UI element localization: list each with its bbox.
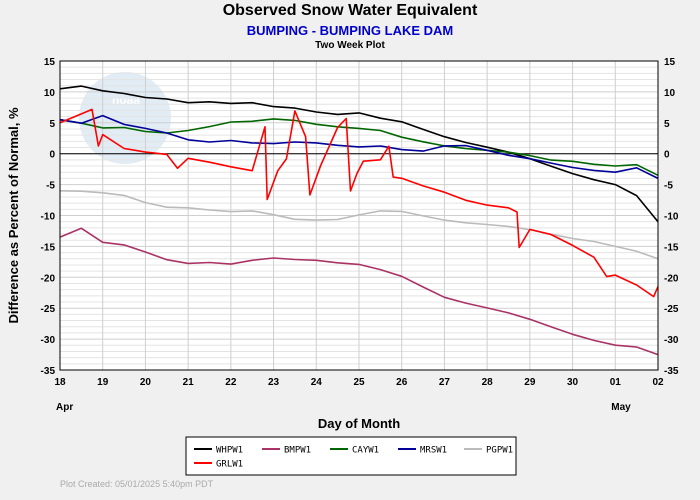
x-month-label: May	[611, 402, 631, 413]
y-tick-label-right: 0	[664, 150, 670, 161]
y-tick-label-left: -25	[41, 304, 56, 315]
y-tick-label-right: 10	[664, 88, 676, 99]
y-tick-label-left: 5	[49, 119, 55, 130]
legend-label-cayw1: CAYW1	[352, 446, 379, 456]
chart-subtitle: BUMPING - BUMPING LAKE DAM	[246, 23, 454, 38]
y-tick-label-left: 15	[44, 57, 56, 68]
y-tick-label-right: -30	[664, 335, 679, 346]
series-line-mrsw1	[59, 114, 659, 180]
series-line-pgpw1	[59, 190, 659, 260]
x-tick-label: 01	[610, 377, 622, 388]
x-tick-label: 22	[225, 377, 237, 388]
y-tick-label-left: -30	[41, 335, 56, 346]
plot-period-label: Two Week Plot	[315, 40, 385, 51]
x-tick-label: 19	[97, 377, 109, 388]
x-tick-label: 27	[439, 377, 451, 388]
y-tick-label-right: 5	[664, 119, 670, 130]
legend-label-whpw1: WHPW1	[216, 446, 243, 456]
y-tick-label-left: -35	[41, 366, 56, 377]
x-tick-label: 20	[140, 377, 152, 388]
x-tick-label: 26	[396, 377, 408, 388]
x-tick-label: 23	[268, 377, 280, 388]
x-tick-label: 02	[652, 377, 664, 388]
series-line-grlw1	[59, 108, 659, 298]
y-tick-label-right: -20	[664, 273, 679, 284]
x-tick-label: 21	[183, 377, 195, 388]
series-line-cayw1	[59, 118, 659, 177]
legend-label-grlw1: GRLW1	[216, 460, 243, 470]
x-tick-label: 30	[567, 377, 579, 388]
x-tick-label: 25	[353, 377, 365, 388]
chart-canvas: noaa 15 15 10 10 5 5 0 0 -5 -5 -10 -10 -15 -15 -20 -20 -2…	[6, 57, 679, 476]
x-tick-label: 24	[311, 377, 323, 388]
x-tick-label: 29	[524, 377, 536, 388]
legend-label-bmpw1: BMPW1	[284, 446, 311, 456]
y-tick-label-right: -10	[664, 212, 679, 223]
y-tick-label-left: 10	[44, 88, 56, 99]
y-tick-label-left: -10	[41, 212, 56, 223]
plot-created-footer: Plot Created: 05/01/2025 5:40pm PDT	[60, 479, 214, 489]
y-tick-label-right: 15	[664, 57, 676, 68]
x-axis-title: Day of Month	[318, 416, 400, 431]
y-tick-label-left: -20	[41, 273, 56, 284]
y-axis-title: Difference as Percent of Normal, %	[6, 107, 21, 323]
series-line-whpw1	[59, 85, 659, 223]
x-month-label: Apr	[56, 402, 73, 413]
chart-title: Observed Snow Water Equivalent	[222, 2, 478, 19]
x-tick-label: 18	[54, 377, 66, 388]
y-tick-label-right: -35	[664, 366, 679, 377]
series-line-bmpw1	[59, 227, 659, 356]
y-tick-label-right: -25	[664, 304, 679, 315]
noaa-logo-text: noaa	[112, 93, 140, 107]
y-tick-label-right: -5	[664, 181, 673, 192]
legend-label-pgpw1: PGPW1	[486, 446, 513, 456]
y-tick-label-left: -5	[46, 181, 55, 192]
y-tick-label-left: -15	[41, 242, 56, 253]
x-tick-label: 28	[482, 377, 494, 388]
legend-label-mrsw1: MRSW1	[420, 446, 447, 456]
plot-border	[59, 60, 659, 371]
legend-box	[185, 436, 517, 476]
y-tick-label-right: -15	[664, 242, 679, 253]
y-tick-label-left: 0	[49, 150, 55, 161]
